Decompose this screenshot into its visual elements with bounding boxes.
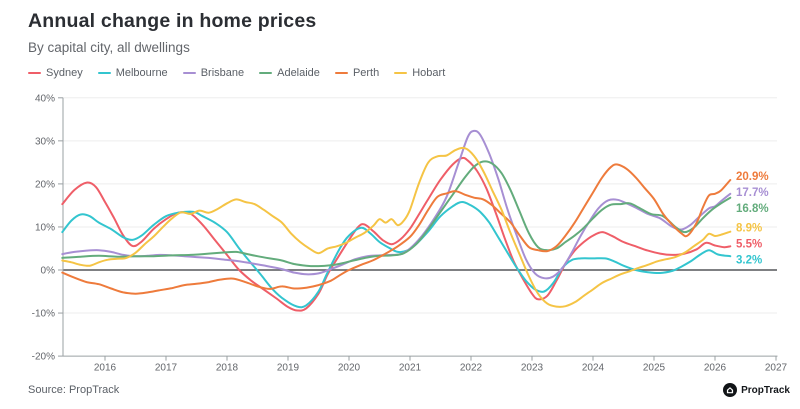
legend: Sydney Melbourne Brisbane Adelaide Perth Hoba… [28,67,445,79]
legend-swatch-brisbane [182,71,196,75]
legend-swatch-sydney [28,71,41,75]
end-label-hobart: 8.9% [736,223,762,235]
legend-label: Hobart [412,67,446,79]
x-tick-label: 2020 [338,363,361,374]
x-tick-label: 2016 [94,363,117,374]
x-tick-label: 2025 [643,363,666,374]
legend-swatch-hobart [394,71,408,75]
x-tick-label: 2021 [399,363,422,374]
x-tick-label: 2018 [216,363,239,374]
legend-label: Brisbane [200,67,245,79]
series-line-sydney [61,156,732,312]
y-tick-label: 10% [35,222,55,233]
series-line-perth [61,163,732,295]
end-label-perth: 20.9% [736,171,769,183]
legend-item-hobart: Hobart [394,67,445,79]
x-tick-label: 2017 [155,363,178,374]
y-tick-label: 0% [41,266,56,277]
y-tick-label: 20% [35,179,55,190]
legend-swatch-melbourne [97,71,111,75]
legend-label: Adelaide [277,67,320,79]
series-line-brisbane [61,129,732,280]
legend-label: Melbourne [115,67,168,79]
y-tick-label: -10% [32,309,55,320]
end-label-brisbane: 17.7% [736,187,769,199]
legend-label: Sydney [46,67,83,79]
legend-swatch-perth [334,71,348,75]
x-tick-label: 2023 [521,363,544,374]
series-line-adelaide [61,160,732,268]
legend-swatch-adelaide [259,71,273,75]
page-title: Annual change in home prices [28,10,317,32]
legend-item-perth: Perth [334,67,380,79]
end-label-melbourne: 3.2% [736,255,762,267]
legend-label: Perth [352,67,380,79]
x-tick-label: 2019 [277,363,300,374]
legend-item-sydney: Sydney [28,67,83,79]
chart-subtitle: By capital city, all dwellings [28,40,190,55]
series-line-hobart [61,146,732,308]
y-tick-label: 30% [35,136,55,147]
x-tick-label: 2027 [765,363,788,374]
x-tick-label: 2026 [704,363,727,374]
x-tick-label: 2022 [460,363,483,374]
end-label-adelaide: 16.8% [736,203,769,215]
proptrack-logo: PropTrack [723,383,790,397]
legend-item-adelaide: Adelaide [259,67,320,79]
house-icon [723,383,738,397]
end-label-sydney: 5.5% [736,239,762,251]
x-tick-label: 2024 [582,363,605,374]
y-tick-label: 40% [35,93,55,104]
logo-text: PropTrack [741,384,790,396]
legend-item-brisbane: Brisbane [182,67,245,79]
legend-item-melbourne: Melbourne [97,67,168,79]
y-tick-label: -20% [32,352,55,363]
source-note: Source: PropTrack [28,384,120,396]
